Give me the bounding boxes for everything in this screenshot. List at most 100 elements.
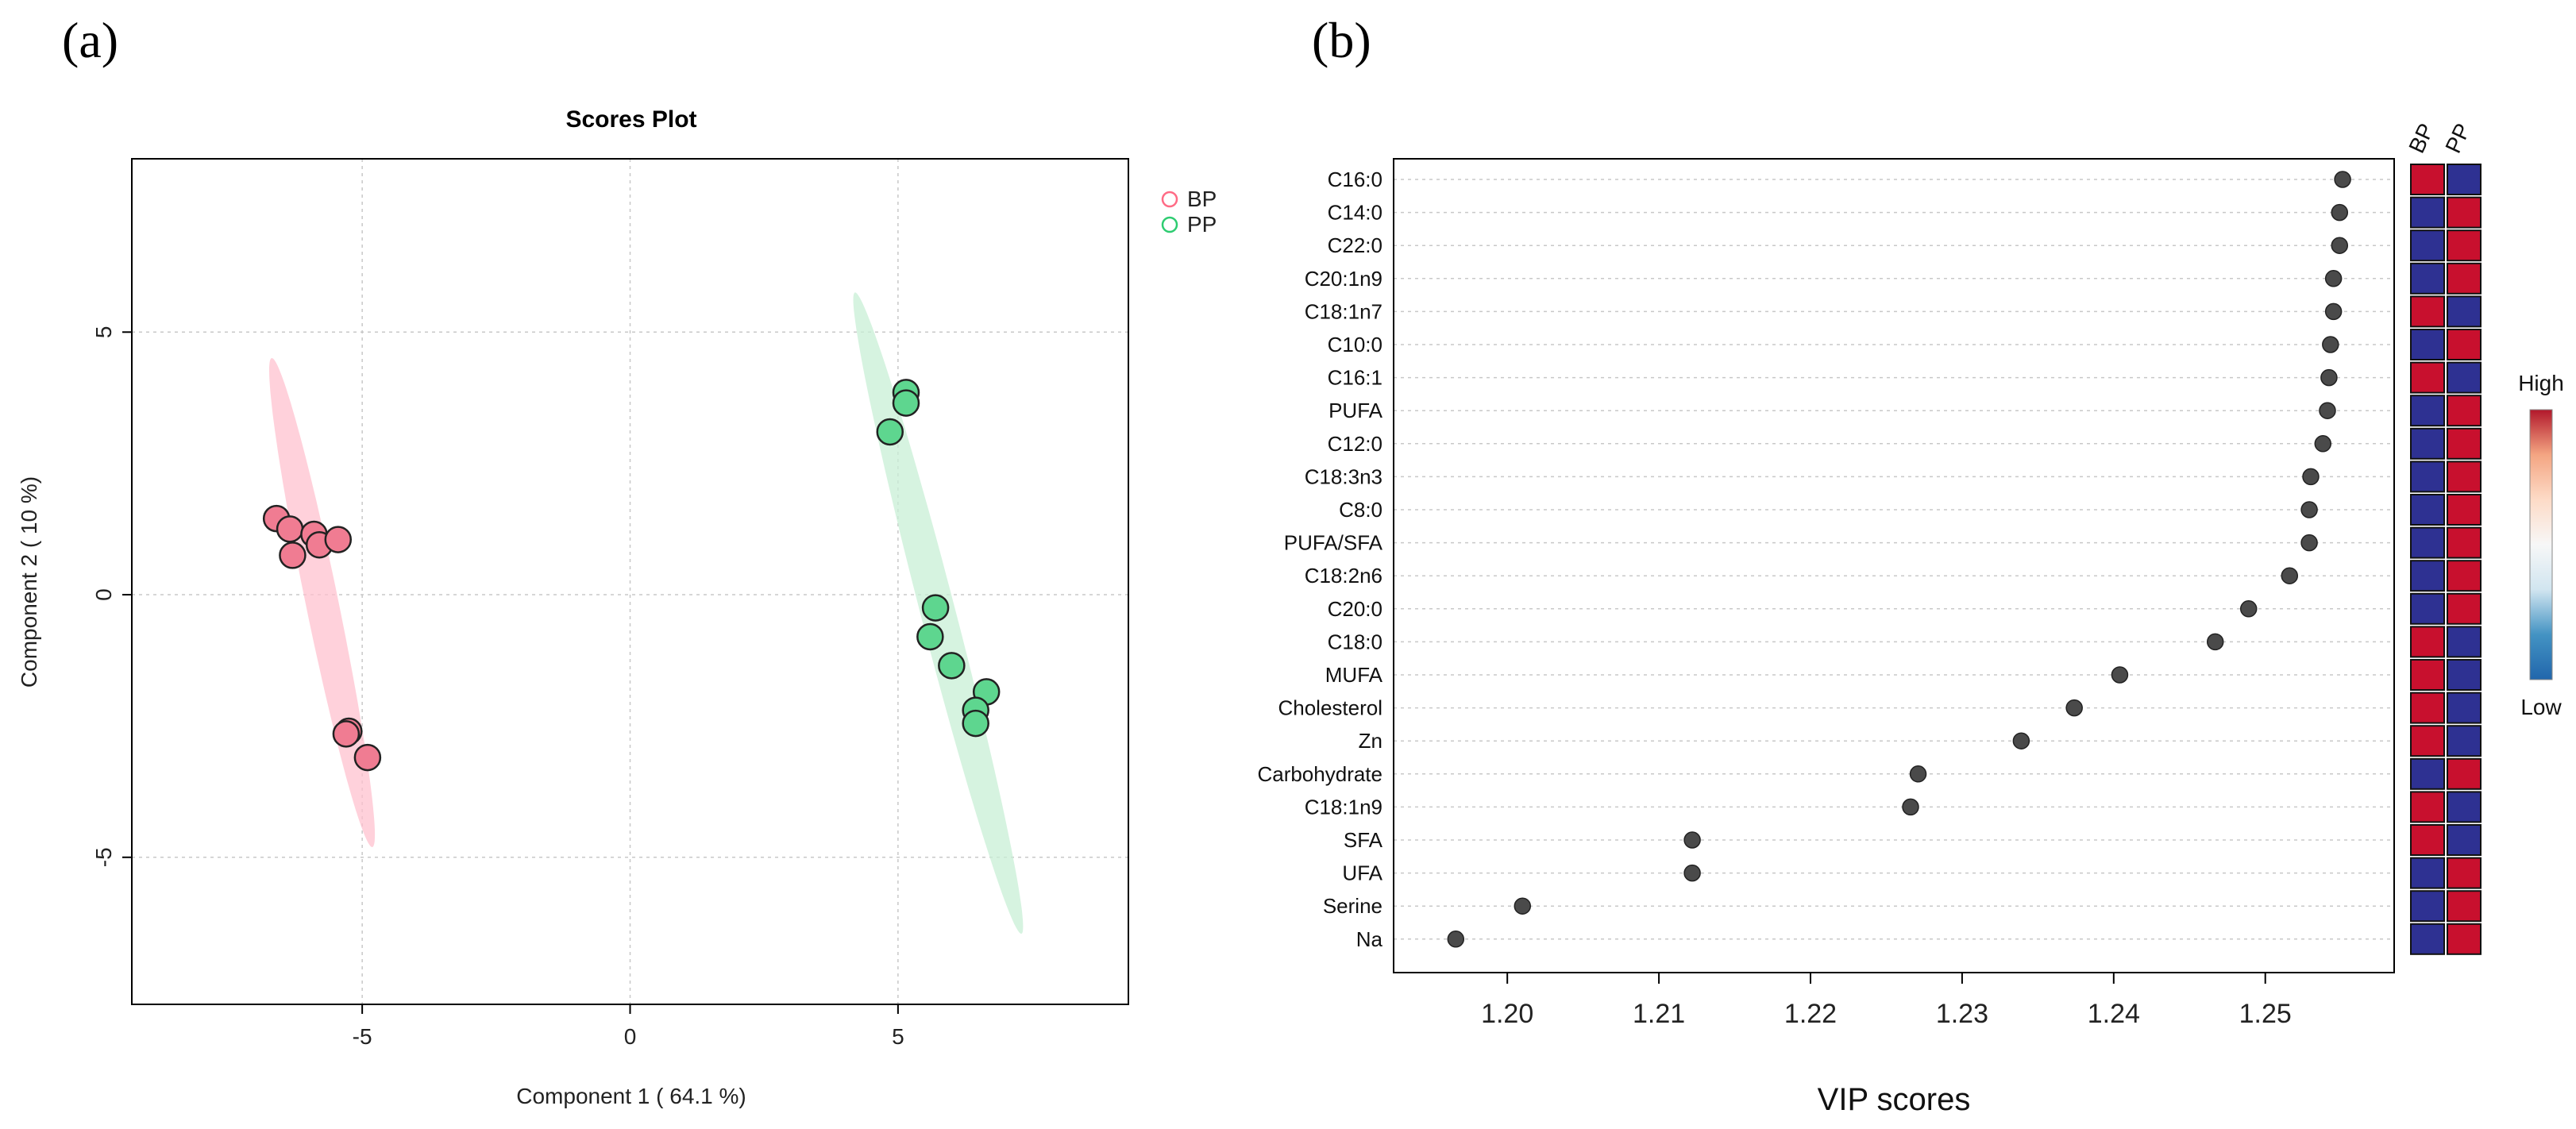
vip-point bbox=[1902, 798, 1919, 816]
vip-feature-label: C18:3n3 bbox=[1305, 464, 1382, 488]
vip-point bbox=[2324, 270, 2343, 287]
vip-feature-label: C20:0 bbox=[1328, 597, 1382, 621]
scores-y-tick-label: 5 bbox=[91, 326, 116, 339]
scores-x-tick-label: 5 bbox=[892, 1024, 904, 1049]
vip-feature-label: MUFA bbox=[1325, 663, 1383, 687]
vip-feature-label: C18:0 bbox=[1328, 630, 1382, 653]
heatmap-cell-bp bbox=[2410, 164, 2445, 195]
scores-plot-title: Scores Plot bbox=[565, 106, 696, 133]
heatmap-cell-bp bbox=[2410, 857, 2445, 889]
vip-x-tick-label: 1.20 bbox=[1481, 999, 1533, 1029]
vip-feature-label: C22:0 bbox=[1328, 233, 1382, 257]
scores-x-tick-label: 0 bbox=[624, 1024, 637, 1049]
vip-point bbox=[1683, 831, 1701, 849]
vip-feature-label: Na bbox=[1356, 927, 1383, 951]
point-bp bbox=[332, 720, 361, 748]
heatmap-cell-bp bbox=[2410, 757, 2445, 790]
heatmap-cell-pp bbox=[2447, 229, 2482, 262]
vip-point bbox=[2324, 302, 2343, 321]
heatmap-cell-bp bbox=[2410, 229, 2445, 262]
vip-plot-feature-labels: C16:0 C14:0 C22:0 C20:1n9 C18:1n7 C10:0 C16:1 P… bbox=[1257, 168, 1382, 951]
heatmap-cell-bp bbox=[2410, 395, 2445, 427]
legend-marker-bp bbox=[1161, 191, 1178, 208]
heatmap-cell-pp bbox=[2447, 295, 2482, 328]
vip-x-tick-label: 1.24 bbox=[2088, 999, 2140, 1029]
vip-point bbox=[1447, 931, 1465, 948]
vip-feature-label: SFA bbox=[1344, 828, 1383, 852]
point-pp bbox=[892, 389, 920, 417]
heatmap-cell-bp bbox=[2410, 427, 2445, 460]
point-pp bbox=[916, 622, 944, 651]
point-bp bbox=[279, 541, 307, 569]
heatmap-cell-pp bbox=[2447, 857, 2482, 889]
heatmap-cell-bp bbox=[2410, 494, 2445, 526]
vip-x-tick-label: 1.23 bbox=[1936, 999, 1988, 1029]
vip-feature-label: C8:0 bbox=[1339, 498, 1382, 522]
heatmap-cell-pp bbox=[2447, 329, 2482, 360]
heatmap-cell-pp bbox=[2447, 460, 2482, 493]
heatmap-cell-pp bbox=[2447, 923, 2482, 955]
heatmap-cell-bp bbox=[2410, 592, 2445, 625]
vip-point bbox=[2300, 534, 2318, 552]
heatmap-cell-pp bbox=[2447, 262, 2482, 295]
heatmap-group-label-bp: BP bbox=[2404, 120, 2439, 157]
vip-color-scale: High Low bbox=[2518, 371, 2564, 719]
scores-plot-points bbox=[262, 379, 1001, 772]
point-bp bbox=[276, 515, 304, 543]
scores-y-tick-label: -5 bbox=[91, 847, 116, 867]
vip-plot-x-axis-label: VIP scores bbox=[1818, 1082, 1971, 1117]
point-pp bbox=[921, 594, 950, 622]
panel-label-a: (a) bbox=[62, 12, 118, 68]
scores-plot: Scores Plot -5 0 5 -5 0 5 Component 1 ( 64.1… bbox=[17, 106, 1217, 1108]
heatmap-cell-pp bbox=[2447, 395, 2482, 427]
vip-point bbox=[2111, 666, 2129, 684]
point-bp bbox=[353, 743, 382, 772]
vip-plot-x-ticks: 1.20 1.21 1.22 1.23 1.24 1.25 bbox=[1481, 973, 2292, 1029]
vip-plot-frame bbox=[1393, 158, 2395, 973]
scores-plot-y-axis-label: Component 2 ( 10 %) bbox=[17, 476, 41, 688]
point-bp bbox=[324, 526, 353, 553]
vip-point bbox=[1514, 897, 1532, 915]
vip-plot-grid bbox=[1394, 179, 2394, 940]
heatmap-cell-bp bbox=[2410, 692, 2445, 724]
scores-plot-x-ticks: -5 0 5 bbox=[353, 1004, 904, 1049]
heatmap-cell-bp bbox=[2410, 923, 2445, 955]
heatmap-cell-pp bbox=[2447, 890, 2482, 923]
vip-plot-points bbox=[1447, 171, 2351, 948]
vip-feature-label: Carbohydrate bbox=[1257, 762, 1382, 786]
panel-label-b: (b) bbox=[1312, 12, 1371, 68]
heatmap-cell-bp bbox=[2410, 560, 2445, 592]
vip-feature-label: PUFA/SFA bbox=[1284, 531, 1383, 555]
legend-label-pp: PP bbox=[1187, 212, 1217, 237]
vip-x-tick-label: 1.21 bbox=[1633, 999, 1685, 1029]
vip-feature-label: C16:1 bbox=[1328, 366, 1382, 390]
vip-point bbox=[2300, 501, 2318, 518]
heatmap-cell-pp bbox=[2447, 791, 2482, 823]
vip-point bbox=[2012, 732, 2030, 749]
scores-x-tick-label: -5 bbox=[353, 1024, 372, 1049]
legend-label-bp: BP bbox=[1187, 187, 1217, 211]
vip-heatmap: BP PP bbox=[2404, 120, 2482, 955]
vip-point bbox=[2322, 336, 2339, 353]
heatmap-cell-pp bbox=[2447, 560, 2482, 592]
vip-feature-label: C12:0 bbox=[1328, 432, 1382, 456]
heatmap-cell-bp bbox=[2410, 890, 2445, 923]
heatmap-cell-bp bbox=[2410, 329, 2445, 360]
vip-point bbox=[2320, 368, 2338, 387]
heatmap-cell-pp bbox=[2447, 427, 2482, 460]
heatmap-cell-bp bbox=[2410, 791, 2445, 823]
heatmap-cell-pp bbox=[2447, 725, 2482, 757]
vip-point bbox=[2334, 171, 2351, 188]
scores-plot-grid bbox=[132, 159, 1128, 1004]
vip-feature-label: C14:0 bbox=[1328, 201, 1382, 225]
heatmap-cell-pp bbox=[2447, 526, 2482, 559]
heatmap-cell-pp bbox=[2447, 592, 2482, 625]
heatmap-cell-pp bbox=[2447, 659, 2482, 691]
vip-x-tick-label: 1.22 bbox=[1784, 999, 1837, 1029]
heatmap-cell-pp bbox=[2447, 692, 2482, 724]
heatmap-cell-bp bbox=[2410, 824, 2445, 856]
vip-feature-label: C16:0 bbox=[1328, 168, 1382, 191]
scores-plot-y-ticks: -5 0 5 bbox=[91, 326, 132, 867]
heatmap-cell-pp bbox=[2447, 164, 2482, 195]
